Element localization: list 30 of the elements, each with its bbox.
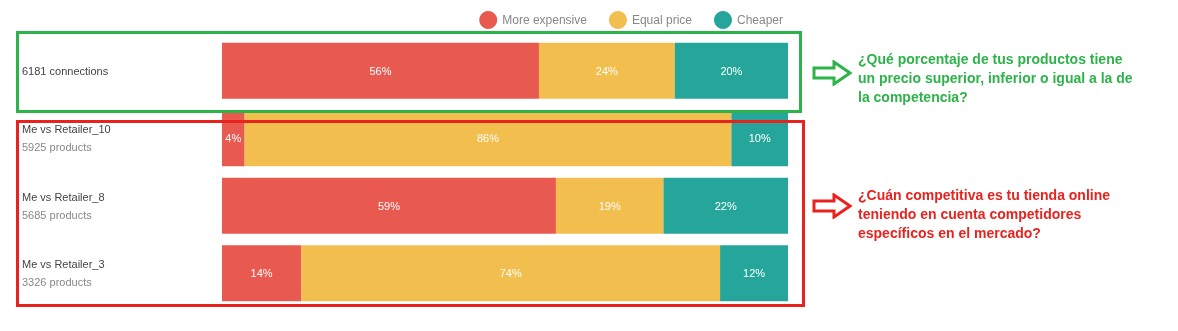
y-tick-label: Me vs Retailer_3 3326 products (22, 258, 105, 289)
data-label: 22% (714, 199, 737, 212)
data-label: 12% (743, 267, 766, 280)
data-label: 10% (748, 132, 771, 145)
data-label: 24% (595, 64, 619, 77)
legend-label: Equal price (631, 13, 693, 27)
y-tick-label: 6181 connections (22, 64, 109, 77)
legend-label: Cheaper (736, 13, 783, 27)
bar (222, 177, 556, 234)
data-label: 20% (720, 64, 743, 77)
data-label: 14% (250, 267, 273, 280)
bar (555, 177, 664, 234)
data-label: 4% (225, 132, 242, 145)
y-tick-label: Me vs Retailer_8 5685 products (22, 190, 105, 221)
bar (538, 42, 675, 99)
data-label: 56% (369, 64, 392, 77)
data-label: 74% (499, 267, 522, 280)
y-tick-label: Me vs Retailer_10 5925 products (22, 123, 111, 154)
data-label: 86% (477, 132, 500, 145)
bar (222, 42, 539, 99)
bar (222, 245, 302, 302)
text: ¿Qué porcentaje de tus productos tiene un precio superior, inferior o igual a la de la competencia? (858, 50, 1133, 107)
bar (674, 42, 788, 99)
data-label: 59% (377, 199, 401, 212)
bar (663, 177, 788, 234)
data-label: 19% (598, 199, 621, 212)
bar (301, 245, 721, 302)
bar (720, 245, 788, 302)
text: ¿Cuán competitiva es tu tienda online teniendo en cuenta competidores específicos en el mercado? (858, 186, 1112, 243)
legend-label: More expensive (502, 13, 588, 27)
